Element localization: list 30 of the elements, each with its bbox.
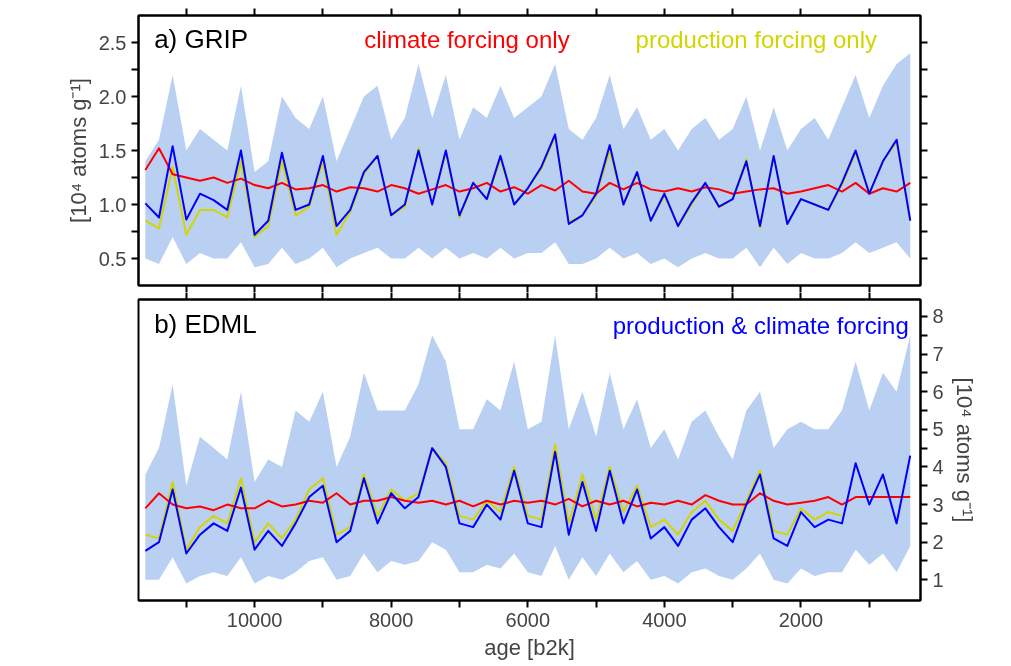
- y-tick-label: 2.5: [98, 31, 127, 54]
- text: production forcing only: [635, 26, 878, 54]
- line-series: [144, 447, 912, 555]
- x-tick-label: 8000: [368, 608, 414, 631]
- y-tick-label: 2.0: [98, 85, 127, 108]
- line-series: [144, 492, 912, 512]
- line-series: [144, 147, 912, 195]
- y2-axis-title: [10⁴ atoms g⁻¹]: [951, 377, 977, 523]
- y2-tick-label: 8: [932, 305, 944, 328]
- y-tick-label: 1.0: [98, 193, 127, 216]
- y-tick-label: 1.5: [98, 139, 127, 162]
- chart-title: a) GRIP: [154, 23, 249, 54]
- y2-tick-label: 3: [932, 493, 944, 516]
- y2-tick-label: 6: [932, 380, 944, 403]
- chart-title: b) EDML: [154, 308, 257, 339]
- y2-tick-label: 5: [932, 418, 944, 441]
- y2-tick-label: 4: [932, 455, 944, 478]
- y-axis-title: [10⁴ atoms g⁻¹]: [65, 78, 91, 223]
- line-series: [144, 443, 843, 551]
- x-tick-label: 6000: [505, 608, 551, 631]
- text: production & climate forcing: [612, 311, 909, 339]
- y-tick-label: 0.5: [98, 247, 127, 270]
- text: climate forcing only: [364, 26, 570, 54]
- y2-tick-label: 7: [932, 343, 944, 366]
- y2-tick-label: 1: [932, 568, 944, 591]
- x-tick-label: 2000: [778, 608, 824, 631]
- x-tick-label: 4000: [642, 608, 687, 631]
- x-tick-label: 10000: [226, 608, 283, 631]
- y2-tick-label: 2: [932, 531, 944, 554]
- x-axis-title: age [b2k]: [484, 634, 575, 660]
